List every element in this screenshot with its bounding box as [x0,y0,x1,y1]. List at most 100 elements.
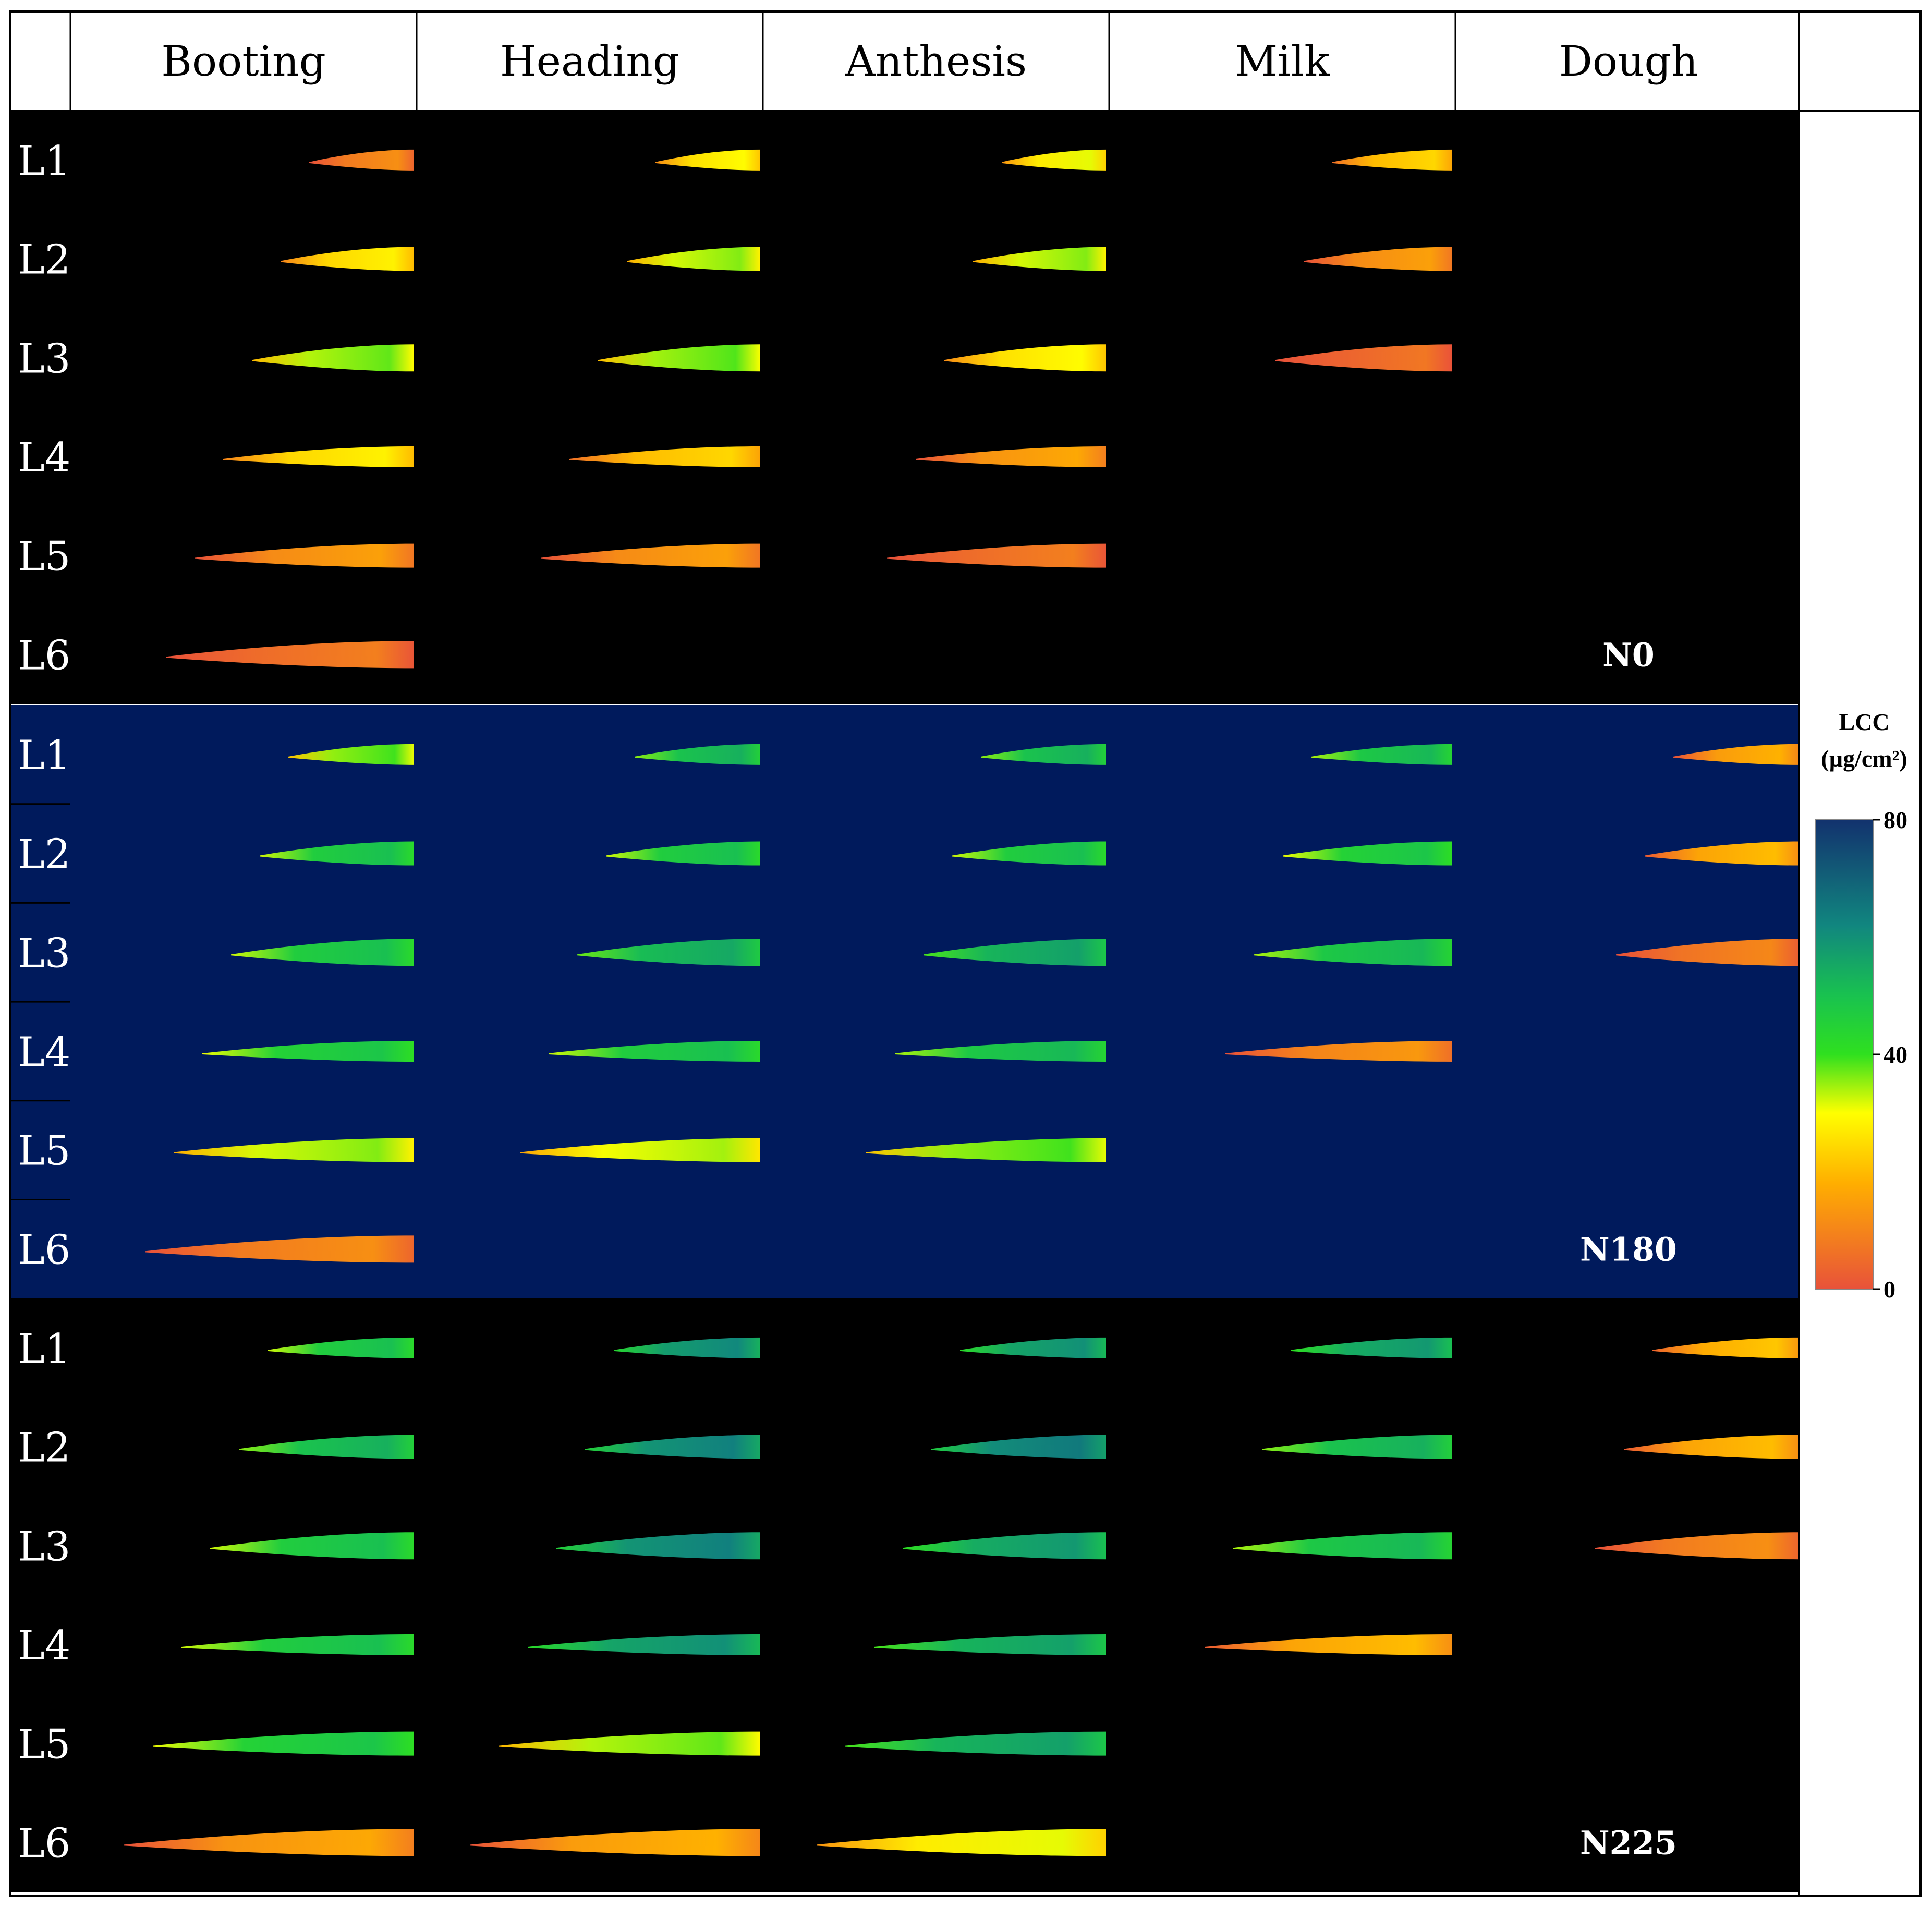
table-frame [9,10,1922,1897]
group-background-n0 [10,111,1799,704]
leaf-n225-l2-anthesis [931,1435,1106,1459]
column-header-booting: Booting [161,37,326,86]
leaf-n225-l5-heading [499,1731,760,1756]
row-label-l2: L2 [18,237,70,284]
leaf-n0-l1-booting [309,149,414,171]
column-header-dough: Dough [1559,37,1698,86]
colorbar-title: LCC [1839,709,1889,735]
leaf-n0-l1-milk [1332,149,1452,171]
column-header-anthesis: Anthesis [845,37,1027,86]
leaf-n225-l2-milk [1262,1435,1452,1459]
row-label-l5: L5 [18,1721,70,1768]
leaf-n225-l1-anthesis [960,1337,1106,1358]
leaf-n0-l5-heading [541,543,760,568]
leaf-n225-l4-booting [181,1634,414,1655]
leaf-n180-l3-dough [1616,939,1799,966]
row-label-l5: L5 [18,533,70,580]
leaf-n0-l3-booting [252,344,414,372]
row-label-l3: L3 [18,930,70,977]
leaf-n180-l4-booting [202,1040,414,1062]
row-label-l4: L4 [18,1622,70,1669]
leaf-n225-l6-booting [124,1829,414,1856]
group-label-n0: N0 [1602,636,1655,674]
row-label-l3: L3 [18,1523,70,1570]
colorbar-tick-label: 80 [1884,807,1907,833]
row-label-l6: L6 [18,1820,70,1867]
group-label-n180: N180 [1580,1230,1677,1268]
leaf-n0-l3-anthesis [944,344,1106,372]
leaf-n225-l5-anthesis [845,1731,1106,1756]
leaf-n225-l5-booting [153,1731,414,1756]
leaf-n225-l3-dough [1595,1532,1799,1560]
leaf-n0-l4-booting [223,446,414,467]
leaf-n225-l6-anthesis [817,1829,1106,1856]
leaf-n180-l3-milk [1254,939,1452,966]
leaf-n0-l6-booting [166,641,414,669]
leaf-n225-l1-heading [614,1337,760,1358]
leaf-n0-l2-anthesis [973,247,1106,271]
leaf-n180-l3-heading [577,939,760,966]
leaf-n180-l2-heading [606,841,760,866]
leaf-n225-l2-booting [239,1435,414,1459]
leaf-n225-l3-milk [1233,1532,1452,1560]
leaf-n180-l2-booting [260,841,414,866]
colorbar-scale [1815,819,1874,1290]
leaf-n180-l6-booting [145,1235,414,1263]
leaf-n180-l1-booting [288,744,414,765]
row-label-l4: L4 [18,434,70,481]
leaf-n225-l3-heading [556,1532,760,1560]
row-label-l1: L1 [18,1326,70,1372]
leaf-n225-l4-anthesis [874,1634,1106,1655]
leaf-n180-l5-anthesis [866,1138,1106,1162]
leaf-n180-l3-booting [231,939,414,966]
leaf-n0-l3-milk [1275,344,1452,372]
leaf-n0-l3-heading [598,344,760,372]
group-background-n225 [10,1298,1799,1892]
leaf-n180-l4-heading [549,1040,760,1062]
leaf-n180-l1-heading [635,744,760,765]
colorbar-unit: (µg/cm²) [1821,745,1907,772]
row-label-l1: L1 [18,138,70,185]
column-header-heading: Heading [500,37,679,86]
leaf-n0-l2-milk [1304,247,1452,271]
colorbar: LCC (µg/cm²) 80 40 0 [1815,709,1907,1303]
leaf-n0-l2-booting [281,247,414,271]
colorbar-tick-label: 40 [1884,1041,1907,1068]
row-label-l2: L2 [18,1425,70,1472]
leaf-n180-l5-heading [520,1138,760,1162]
leaf-n180-l1-anthesis [981,744,1106,765]
leaf-n180-l1-dough [1673,744,1799,765]
leaf-n225-l4-heading [528,1634,760,1655]
leaf-n225-l1-milk [1291,1337,1452,1358]
row-label-l1: L1 [18,732,70,779]
leaf-n180-l2-milk [1283,841,1452,866]
leaf-n0-l5-anthesis [887,543,1106,568]
group-background-n180 [10,705,1799,1298]
leaf-n0-l1-heading [655,149,760,171]
leaf-n225-l2-dough [1624,1435,1799,1459]
leaf-n180-l4-anthesis [895,1040,1106,1062]
leaf-n225-l4-milk [1205,1634,1452,1655]
row-label-l6: L6 [18,1226,70,1273]
leaf-n225-l1-dough [1652,1337,1799,1358]
row-label-l3: L3 [18,335,70,382]
row-label-l2: L2 [18,831,70,878]
row-label-l6: L6 [18,632,70,679]
group-label-n225: N225 [1580,1824,1677,1862]
leaf-n0-l4-heading [569,446,760,467]
column-header-milk: Milk [1235,37,1330,86]
row-label-l4: L4 [18,1029,70,1076]
leaf-n180-l3-anthesis [924,939,1106,966]
leaf-n225-l3-booting [210,1532,414,1560]
leaf-n180-l4-milk [1225,1040,1452,1062]
leaf-n0-l5-booting [195,543,414,568]
leaf-n180-l1-milk [1311,744,1452,765]
leaf-n225-l2-heading [585,1435,760,1459]
leaf-n180-l2-anthesis [952,841,1106,866]
leaf-n0-l1-anthesis [1002,149,1106,171]
leaf-n180-l2-dough [1645,841,1799,866]
leaf-n0-l2-heading [627,247,760,271]
row-label-l5: L5 [18,1128,70,1175]
leaf-n180-l5-booting [174,1138,414,1162]
